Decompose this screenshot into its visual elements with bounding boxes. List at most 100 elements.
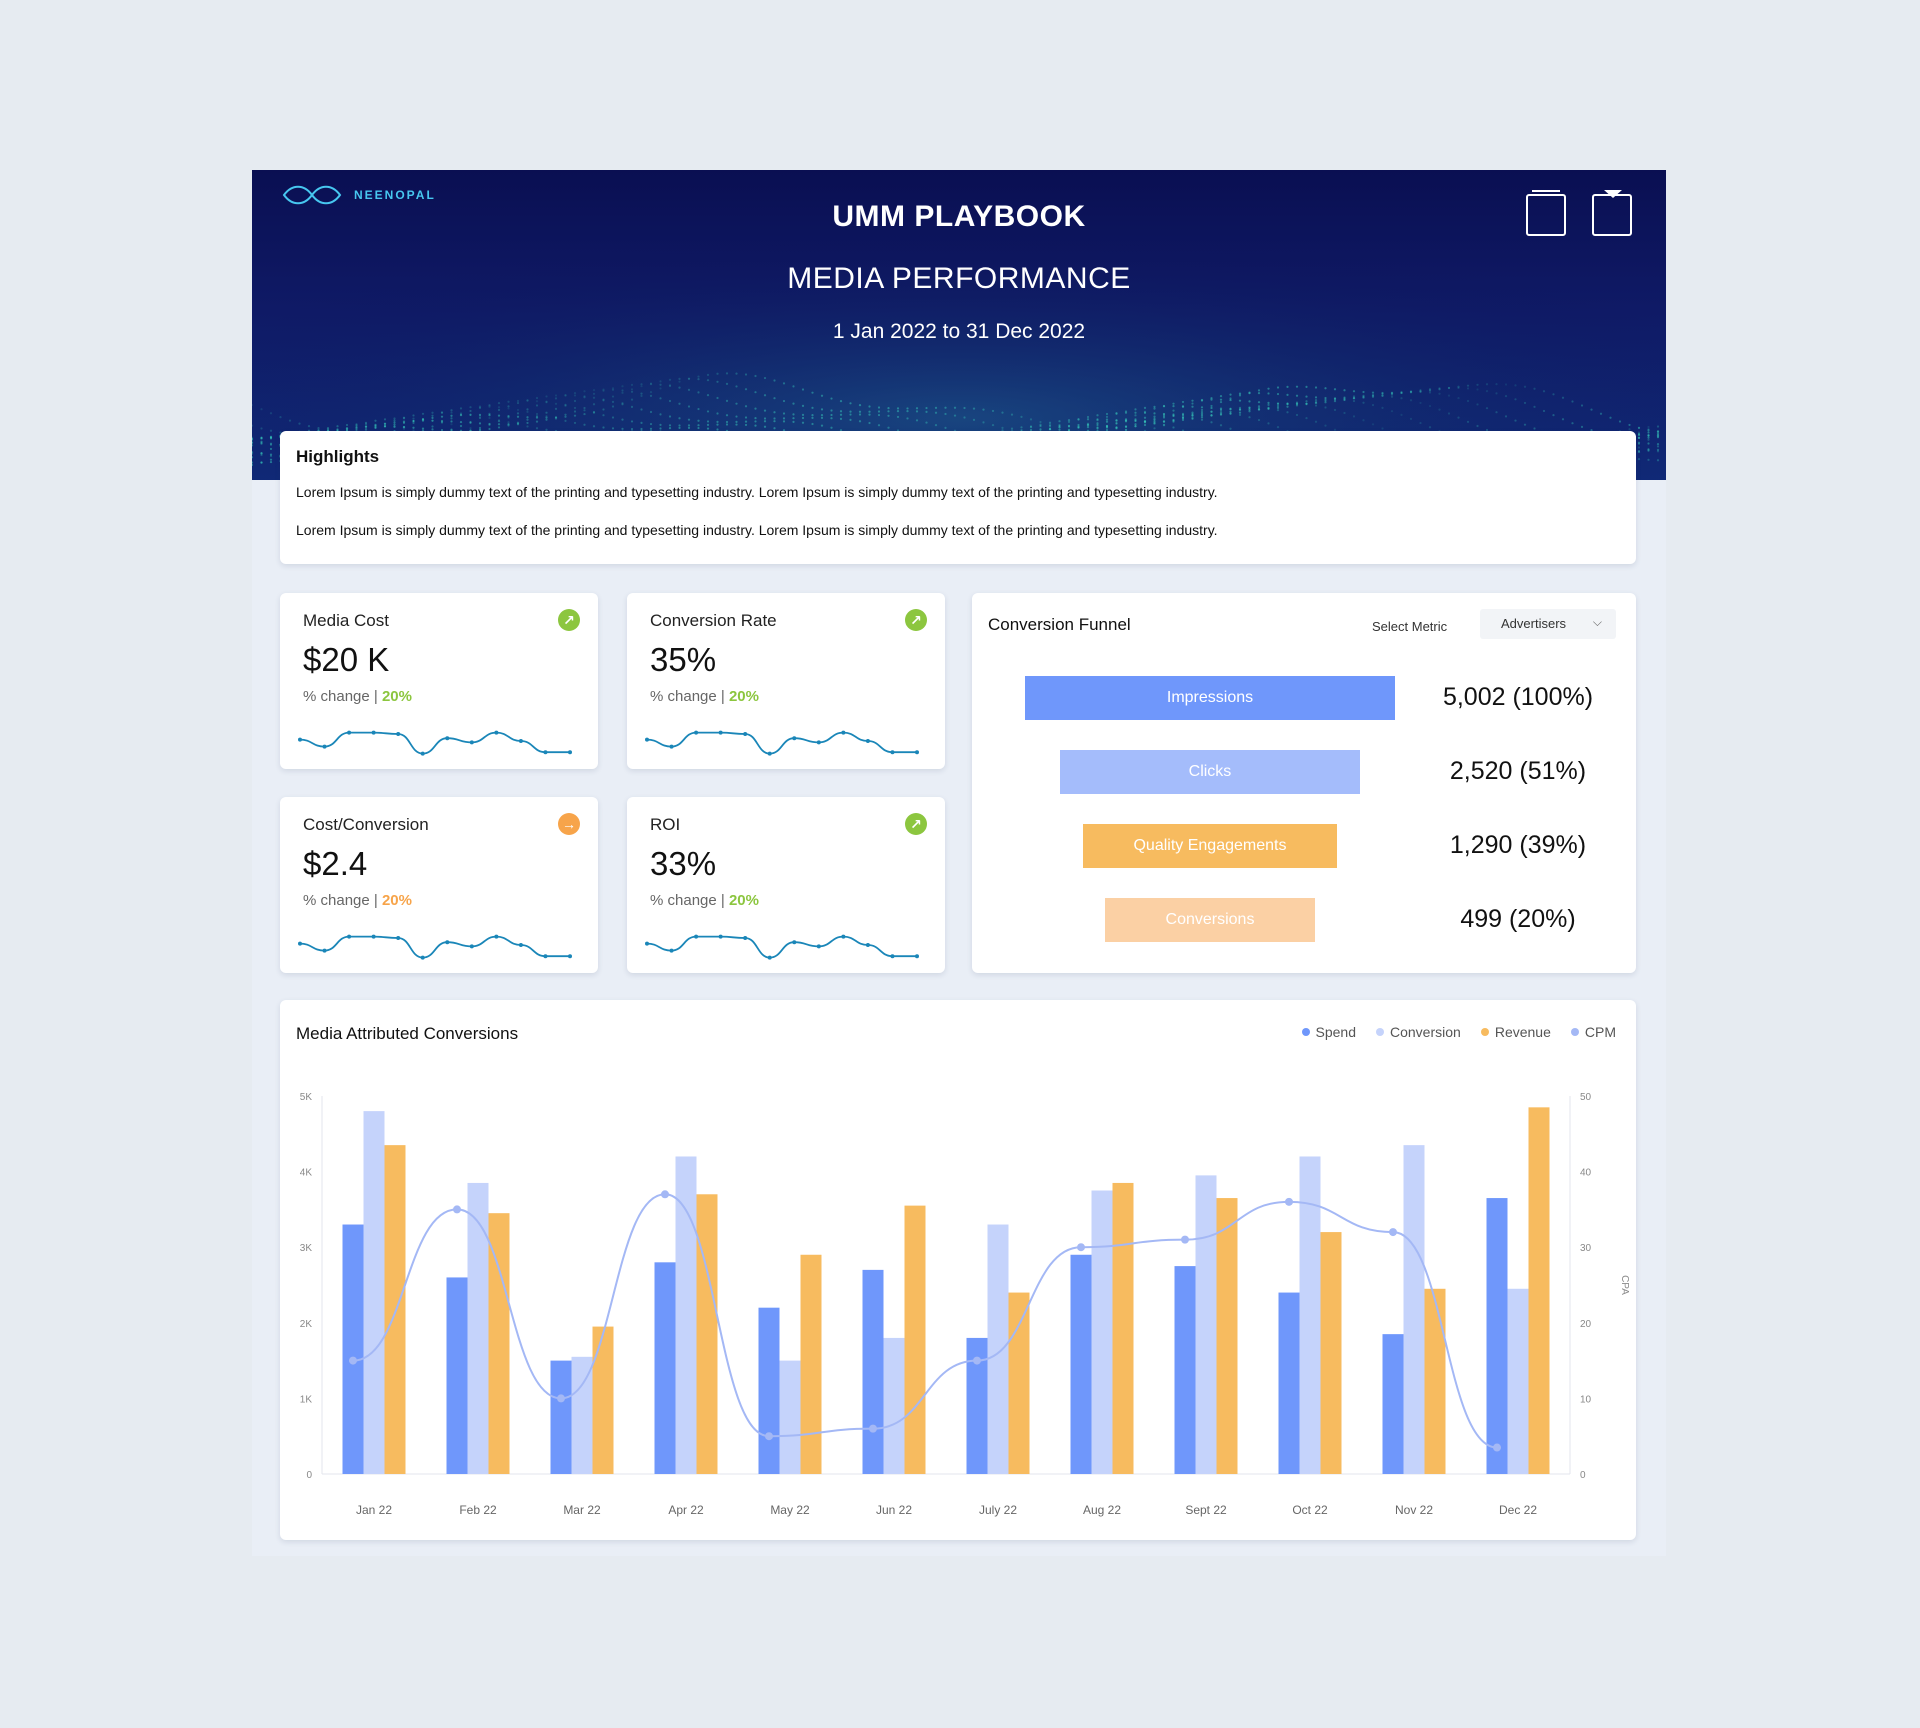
- wave-dot: [944, 426, 947, 429]
- sparkline-point: [518, 943, 523, 947]
- bar-revenue[interactable]: [1008, 1292, 1030, 1474]
- bar-revenue[interactable]: [800, 1254, 822, 1474]
- bar-spend[interactable]: [862, 1269, 884, 1474]
- wave-dot: [1134, 423, 1137, 426]
- wave-dot: [573, 391, 577, 395]
- wave-dot: [412, 426, 415, 429]
- wave-dot: [877, 413, 881, 417]
- line-point-cpm[interactable]: [349, 1356, 357, 1365]
- wave-dot: [1656, 430, 1660, 434]
- wave-dot: [374, 424, 377, 427]
- bar-revenue[interactable]: [904, 1205, 926, 1474]
- kpi-card-media-cost[interactable]: Media Cost $20 K % change | 20% ↗: [280, 593, 598, 769]
- legend-item-cpm[interactable]: CPM: [1570, 1024, 1616, 1040]
- funnel-stage-bar[interactable]: Impressions: [1025, 676, 1395, 720]
- line-point-cpm[interactable]: [1493, 1443, 1501, 1452]
- bar-spend[interactable]: [654, 1262, 676, 1474]
- bar-revenue[interactable]: [1320, 1232, 1342, 1474]
- bar-spend[interactable]: [550, 1360, 572, 1474]
- metric-dropdown[interactable]: Advertisers ⌵: [1480, 609, 1616, 639]
- wave-dot: [1637, 441, 1641, 444]
- bar-conversion[interactable]: [363, 1111, 385, 1474]
- kpi-card-roi[interactable]: ROI 33% % change | 20% ↗: [627, 797, 945, 973]
- bar-spend[interactable]: [342, 1224, 364, 1474]
- wave-dot: [1105, 418, 1109, 421]
- bar-conversion[interactable]: [467, 1182, 489, 1474]
- bar-revenue[interactable]: [592, 1326, 614, 1474]
- bar-conversion[interactable]: [1299, 1156, 1321, 1474]
- line-point-cpm[interactable]: [869, 1424, 877, 1433]
- bar-spend[interactable]: [1174, 1266, 1196, 1474]
- wave-dot: [478, 429, 482, 432]
- brand-logo[interactable]: NEENOPAL: [280, 184, 436, 206]
- bookmark-icon[interactable]: [1526, 190, 1566, 236]
- wave-dot: [782, 420, 786, 423]
- line-point-cpm[interactable]: [1285, 1197, 1293, 1206]
- wave-dot: [1324, 424, 1327, 427]
- bar-spend[interactable]: [758, 1307, 780, 1474]
- wave-dot: [545, 428, 548, 431]
- bar-revenue[interactable]: [488, 1213, 510, 1474]
- wave-dot: [735, 415, 738, 418]
- bar-spend[interactable]: [966, 1337, 988, 1474]
- bar-revenue[interactable]: [1424, 1288, 1446, 1474]
- wave-dot: [1305, 402, 1308, 405]
- line-point-cpm[interactable]: [453, 1205, 461, 1214]
- kpi-value: 35%: [650, 641, 717, 678]
- wave-dot: [1067, 428, 1071, 432]
- bar-revenue[interactable]: [1112, 1182, 1134, 1474]
- legend-item-revenue[interactable]: Revenue: [1480, 1024, 1551, 1040]
- bar-conversion[interactable]: [571, 1356, 593, 1474]
- kpi-card-conversion-rate[interactable]: Conversion Rate 35% % change | 20% ↗: [627, 593, 945, 769]
- line-point-cpm[interactable]: [557, 1394, 565, 1403]
- line-point-cpm[interactable]: [661, 1190, 669, 1199]
- bar-conversion[interactable]: [1091, 1190, 1113, 1475]
- bar-revenue[interactable]: [384, 1145, 406, 1474]
- wave-dot: [478, 413, 482, 416]
- line-point-cpm[interactable]: [973, 1356, 981, 1365]
- wave-dot: [1229, 410, 1232, 413]
- bar-conversion[interactable]: [675, 1156, 697, 1474]
- line-point-cpm[interactable]: [765, 1432, 773, 1441]
- bar-revenue[interactable]: [696, 1194, 718, 1474]
- bar-spend[interactable]: [446, 1277, 468, 1474]
- bar-revenue[interactable]: [1528, 1107, 1550, 1474]
- legend-item-conversion[interactable]: Conversion: [1376, 1024, 1461, 1040]
- bar-spend[interactable]: [1486, 1198, 1508, 1474]
- wave-dot: [1162, 416, 1166, 419]
- bar-spend[interactable]: [1070, 1254, 1092, 1474]
- bar-spend[interactable]: [1278, 1292, 1300, 1474]
- funnel-stage-bar[interactable]: Conversions: [1104, 898, 1316, 942]
- wave-dot: [1029, 428, 1033, 432]
- wave-dot: [1466, 399, 1470, 403]
- filter-icon[interactable]: [1592, 190, 1632, 236]
- bar-spend[interactable]: [1382, 1334, 1404, 1474]
- legend-item-spend[interactable]: Spend: [1301, 1024, 1356, 1040]
- bar-conversion[interactable]: [1195, 1175, 1217, 1474]
- line-point-cpm[interactable]: [1181, 1235, 1189, 1244]
- wave-dot: [545, 395, 548, 398]
- wave-dot: [754, 424, 757, 427]
- wave-dot: [1001, 429, 1004, 432]
- wave-dot: [868, 410, 871, 413]
- bar-conversion[interactable]: [883, 1337, 905, 1474]
- kpi-card-cost-conversion[interactable]: Cost/Conversion $2.4 % change | 20% →: [280, 797, 598, 973]
- wave-dot: [1447, 386, 1451, 390]
- bar-conversion[interactable]: [987, 1224, 1009, 1474]
- wave-dot: [1305, 417, 1308, 420]
- wave-dot: [1143, 411, 1147, 415]
- conversion-funnel-card: Conversion Funnel Select Metric Advertis…: [972, 593, 1636, 973]
- wave-dot: [1305, 395, 1308, 398]
- bar-conversion[interactable]: [779, 1360, 801, 1474]
- wave-dot: [1124, 417, 1128, 421]
- bar-conversion[interactable]: [1507, 1288, 1529, 1474]
- line-point-cpm[interactable]: [1389, 1228, 1397, 1237]
- sparkline-point: [816, 740, 821, 745]
- wave-dot: [1324, 398, 1327, 401]
- funnel-stage-bar[interactable]: Clicks: [1059, 750, 1361, 794]
- x-tick-label: Dec 22: [1499, 1503, 1537, 1517]
- bar-revenue[interactable]: [1216, 1198, 1238, 1474]
- funnel-stage-bar[interactable]: Quality Engagements: [1083, 824, 1337, 868]
- bar-conversion[interactable]: [1403, 1145, 1425, 1474]
- line-point-cpm[interactable]: [1077, 1243, 1085, 1252]
